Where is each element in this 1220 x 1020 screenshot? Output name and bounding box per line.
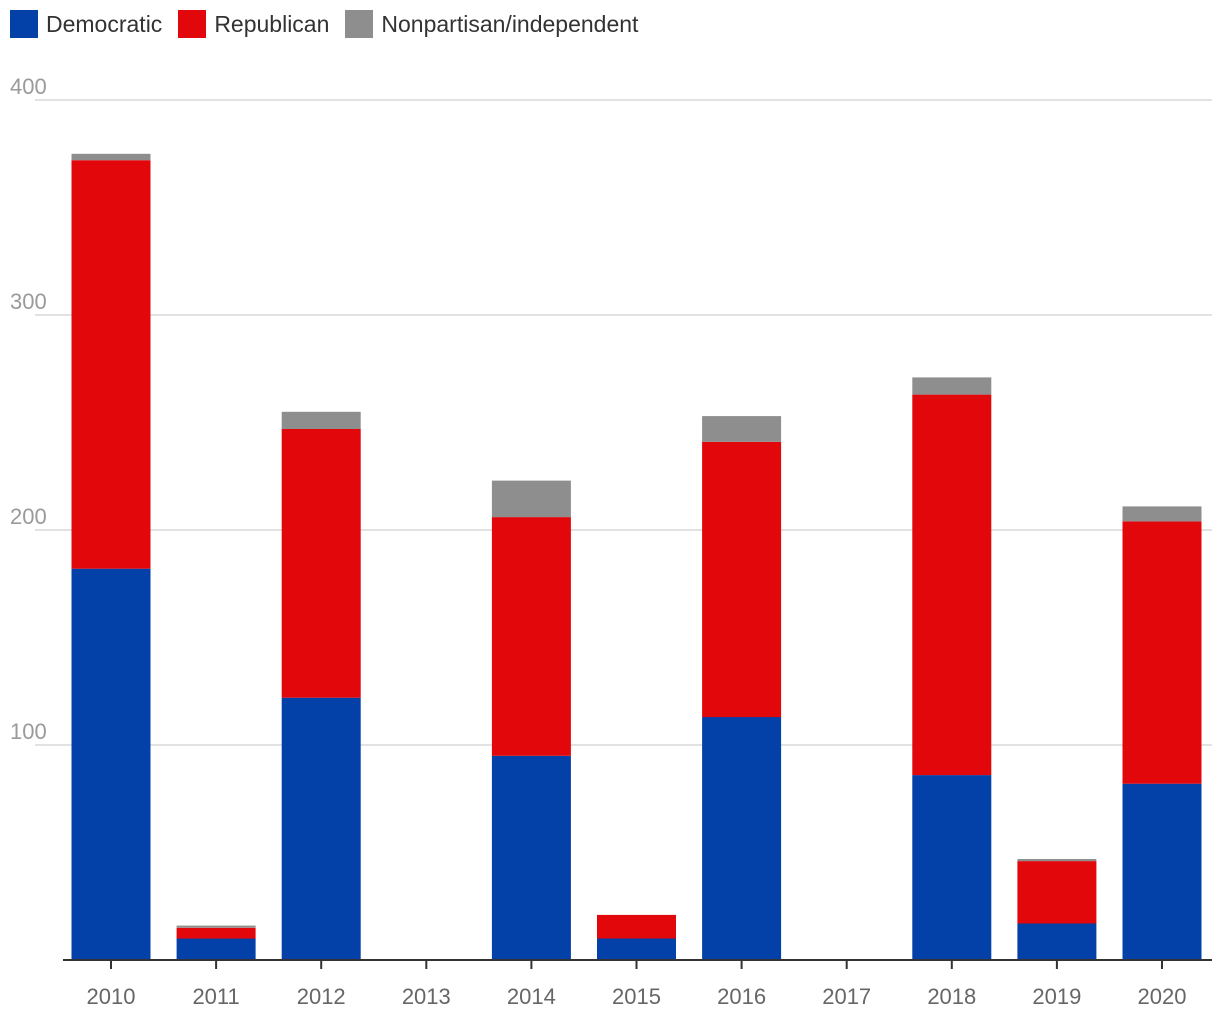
legend-item-democratic: Democratic [10,10,162,38]
bar-2014-nonpartisan-independent [491,480,571,518]
bar-2012-nonpartisan-independent [281,411,361,429]
bar-2011-nonpartisan-independent [176,925,256,928]
bar-2019-nonpartisan-independent [1017,859,1097,862]
legend-item-nonpartisan: Nonpartisan/independent [345,10,638,38]
x-tick-label-2020: 2020 [1138,984,1187,1009]
bar-2016-democratic [702,717,782,960]
x-tick-label-2010: 2010 [87,984,136,1009]
bar-2019-democratic [1017,923,1097,960]
x-tick-label-2011: 2011 [192,984,239,1009]
bar-2020-democratic [1122,783,1202,960]
x-tick-label-2013: 2013 [402,984,451,1009]
y-tick-label-200: 200 [10,504,47,529]
bars [71,153,1202,961]
bar-2020-nonpartisan-independent [1122,506,1202,522]
x-tick-label-2012: 2012 [297,984,346,1009]
bar-2014-republican [491,517,571,756]
bar-2018-democratic [912,775,992,960]
x-tick-label-2014: 2014 [507,984,556,1009]
x-axis-ticks: 2010 2011 2012 2013 2014 2015 2016 2017 2018 2019… [87,960,1187,1009]
bar-2015-democratic [597,938,676,960]
bar-2010-nonpartisan-independent [71,153,151,161]
bar-2019-republican [1017,861,1097,924]
bar-2012-democratic [281,697,361,960]
bar-2016-nonpartisan-independent [702,416,782,442]
bar-2014-democratic [491,755,571,961]
x-tick-label-2018: 2018 [927,984,976,1009]
bar-2011-democratic [176,938,256,960]
legend-swatch-democratic [10,10,38,38]
x-tick-label-2017: 2017 [822,984,871,1009]
bar-2010-democratic [71,568,151,960]
x-tick-label-2015: 2015 [612,984,661,1009]
bar-2020-republican [1122,521,1202,784]
y-tick-label-400: 400 [10,74,47,99]
chart-legend: Democratic Republican Nonpartisan/indepe… [10,10,638,38]
y-axis-ticks: 100 200 300 400 [10,74,47,744]
bar-2016-republican [702,441,782,718]
legend-label-republican: Republican [214,10,330,37]
legend-label-nonpartisan: Nonpartisan/independent [381,10,639,37]
legend-item-republican: Republican [178,10,329,38]
bar-2015-republican [597,914,676,939]
bar-2018-republican [912,394,992,776]
bar-2010-republican [71,160,151,569]
y-tick-label-100: 100 [10,719,47,744]
bar-2011-republican [176,927,256,939]
gridlines [35,99,1212,746]
bar-2018-nonpartisan-independent [912,377,992,395]
legend-swatch-nonpartisan [345,10,374,38]
x-tick-label-2019: 2019 [1032,984,1081,1009]
x-tick-label-2016: 2016 [717,984,766,1009]
legend-swatch-republican [178,10,207,38]
y-tick-label-300: 300 [10,289,47,314]
bar-2012-republican [281,428,361,698]
legend-label-democratic: Democratic [46,10,163,37]
